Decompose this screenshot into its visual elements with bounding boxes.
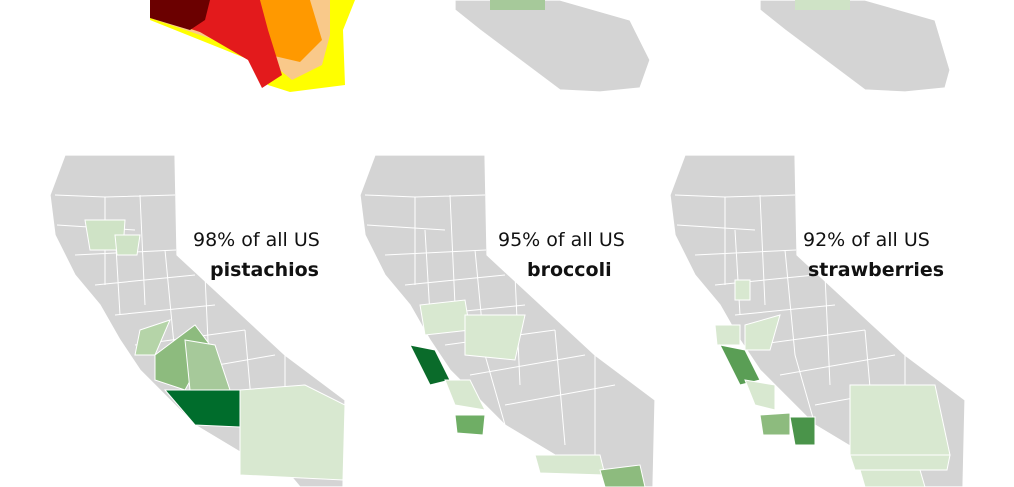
caption: 95% of all US broccoli bbox=[498, 229, 625, 281]
caption-product: broccoli bbox=[527, 259, 612, 281]
caption-line: 98% of all US bbox=[193, 229, 320, 251]
caption: 98% of all US pistachios bbox=[193, 229, 320, 281]
caption-product: pistachios bbox=[210, 259, 319, 281]
county-map bbox=[669, 154, 966, 487]
caption-line: 95% of all US bbox=[498, 229, 625, 251]
heat-map bbox=[150, 0, 355, 92]
caption-line: 92% of all US bbox=[803, 229, 930, 251]
county-map bbox=[49, 154, 346, 487]
county-map bbox=[359, 154, 656, 487]
cropped-map bbox=[759, 0, 951, 93]
caption: 92% of all US strawberries bbox=[803, 229, 944, 281]
caption-product: strawberries bbox=[808, 259, 944, 281]
cropped-map bbox=[454, 0, 651, 93]
